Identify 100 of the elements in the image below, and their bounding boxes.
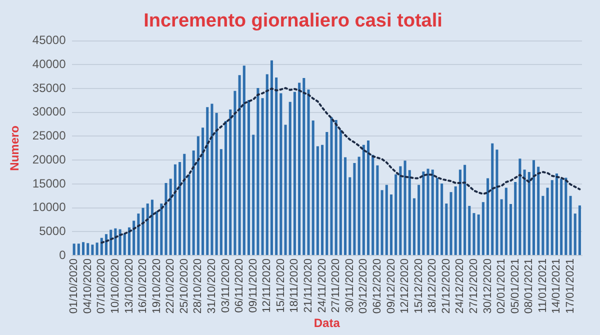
y-tick-label: 25000 [32, 128, 66, 143]
bar [82, 242, 85, 256]
bar [142, 208, 144, 256]
x-tick-label: 02/01/2021 [496, 258, 508, 314]
bar [491, 143, 494, 256]
x-tick-label: 19/10/2020 [150, 258, 163, 314]
bar [174, 164, 176, 256]
bar [578, 205, 581, 256]
bar [284, 124, 287, 256]
x-tick-label: 17/01/2021 [564, 258, 577, 314]
bar [110, 230, 112, 256]
bar [118, 229, 122, 256]
bar [514, 182, 517, 256]
bar [574, 214, 576, 256]
bar [445, 204, 448, 256]
y-tick-label: 45000 [32, 33, 66, 48]
y-axis-title: Numero [8, 126, 22, 171]
x-tick-label: 24/12/2020 [454, 258, 466, 314]
bar [564, 178, 568, 256]
bar [220, 149, 222, 256]
x-tick-label: 21/11/2020 [302, 258, 315, 313]
bar [302, 78, 306, 256]
bar [160, 204, 163, 256]
x-tick-label: 21/12/2020 [440, 258, 452, 314]
x-tick-label: 28/10/2020 [192, 258, 204, 314]
bar [183, 154, 186, 256]
bar [86, 243, 90, 256]
bar [528, 172, 530, 256]
bar [500, 199, 503, 256]
bar [242, 66, 246, 256]
bar [394, 174, 398, 256]
bar [518, 158, 522, 256]
bar [178, 162, 182, 256]
bar [202, 128, 204, 256]
bar [380, 190, 384, 256]
bar [114, 228, 117, 256]
bar [440, 183, 444, 256]
bar [385, 184, 388, 256]
bar [555, 173, 558, 256]
x-tick-label: 13/10/2020 [123, 258, 136, 314]
bar [560, 178, 563, 256]
bar [293, 92, 296, 256]
bar [450, 192, 452, 256]
bar [280, 93, 282, 256]
bar [266, 74, 268, 256]
bar [418, 184, 420, 256]
bar [146, 204, 149, 256]
x-tick-label: 30/11/2020 [344, 258, 356, 313]
x-tick-label: 07/10/2020 [96, 258, 108, 314]
bar [298, 82, 301, 256]
bar [196, 136, 200, 256]
bar [224, 120, 228, 256]
bar [472, 213, 476, 256]
bar [164, 183, 168, 256]
bar [150, 200, 154, 256]
x-tick-label: 30/12/2020 [482, 258, 494, 314]
bar [504, 188, 508, 256]
bar [468, 206, 471, 256]
chart-title: Incremento giornaliero casi totali [144, 10, 442, 32]
bar [362, 144, 365, 256]
bar [156, 211, 158, 256]
bar [482, 202, 484, 256]
x-tick-label: 15/11/2020 [274, 258, 287, 313]
bar [358, 156, 360, 256]
bar [128, 227, 130, 256]
x-tick-label: 05/01/2021 [509, 258, 522, 314]
bar [238, 75, 241, 256]
bar [252, 134, 255, 256]
bar [431, 170, 434, 256]
bar [330, 117, 333, 256]
bar [91, 244, 94, 256]
x-tick-label: 06/12/2020 [371, 258, 384, 314]
bar [312, 120, 314, 256]
bar [523, 170, 526, 256]
bar [72, 244, 76, 256]
x-tick-label: 09/12/2020 [385, 258, 398, 314]
bar [256, 88, 260, 256]
bar [229, 110, 232, 256]
x-tick-label: 09/11/2020 [247, 258, 260, 313]
bar [307, 89, 310, 256]
x-tick-label: 31/10/2020 [206, 258, 218, 314]
bar [464, 164, 466, 256]
bar [137, 214, 140, 256]
x-tick-label: 14/01/2021 [550, 258, 563, 314]
bar [496, 150, 498, 256]
x-tick-label: 24/11/2020 [316, 258, 328, 313]
bar [215, 112, 218, 256]
x-tick-label: 10/10/2020 [109, 258, 122, 314]
bar [546, 188, 549, 256]
bar [169, 178, 172, 256]
bar [376, 165, 379, 256]
bar [372, 154, 374, 256]
x-axis-title: Data [314, 316, 340, 330]
bar [132, 220, 136, 256]
bar [537, 166, 540, 256]
bar [188, 174, 190, 256]
x-tick-label: 03/11/2020 [220, 258, 232, 313]
x-tick-label: 15/12/2020 [412, 258, 425, 314]
bar [404, 160, 406, 256]
x-tick-label: 12/12/2020 [399, 258, 412, 314]
